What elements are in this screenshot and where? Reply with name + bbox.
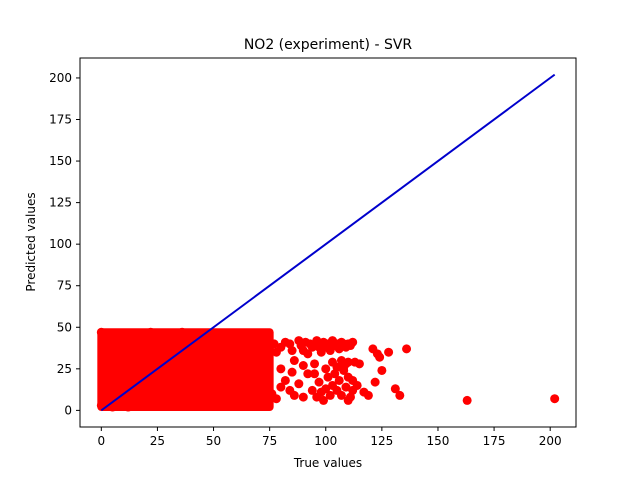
data-point [269,339,279,349]
y-tick-label: 125 [49,196,72,210]
x-tick-label: 175 [483,434,506,448]
data-point [289,356,299,366]
data-point [177,327,187,337]
data-point [370,377,380,387]
data-point [319,395,329,405]
data-point [276,382,286,392]
data-point [343,357,353,367]
data-point [123,402,133,412]
data-point [298,392,308,402]
dense-point-region [97,328,274,412]
y-axis-label: Predicted values [24,192,38,291]
data-point [146,327,156,337]
data-point [336,390,346,400]
x-tick-label: 25 [150,434,165,448]
data-point [352,380,362,390]
data-point [321,364,331,374]
y-tick-label: 50 [57,320,72,334]
data-point [287,367,297,377]
data-point [343,395,353,405]
chart-title: NO2 (experiment) - SVR [244,37,413,53]
data-point [462,395,472,405]
y-tick-label: 75 [57,279,72,293]
x-tick-label: 125 [370,434,393,448]
data-point [348,337,358,347]
data-point [164,399,174,409]
data-point [298,361,308,370]
data-point [363,390,373,400]
data-points [96,327,560,412]
data-point [271,394,281,404]
data-point [310,359,320,369]
data-point [262,400,272,410]
y-tick-label: 100 [49,237,72,251]
data-point [289,390,299,400]
data-point [402,344,412,354]
x-tick-label: 50 [206,434,221,448]
data-point [253,395,263,405]
data-point [96,327,106,337]
data-point [384,347,394,357]
data-point [220,331,230,341]
x-axis-label: True values [293,456,362,470]
x-tick-label: 75 [262,434,277,448]
data-point [354,359,364,369]
data-point [287,346,297,356]
data-point [307,342,317,352]
data-point [377,365,387,375]
x-tick-label: 100 [314,434,337,448]
y-axis-ticks: 0 25 50 75 100 125 150 175 200 [49,71,80,417]
data-point [314,377,324,387]
data-point [303,349,313,359]
data-point [209,397,219,407]
x-axis-ticks: 0 25 50 75 100 125 150 175 200 [98,427,562,448]
data-point [303,369,313,379]
data-point [276,364,286,374]
data-point [294,379,304,389]
data-point [164,329,174,339]
data-point [231,397,241,407]
data-point [141,400,151,410]
data-point [310,369,320,379]
y-tick-label: 200 [49,71,72,85]
data-point [339,365,349,375]
reference-line-layer [100,73,556,412]
data-point [323,372,333,382]
data-point [258,339,268,349]
y-tick-label: 0 [64,403,72,417]
data-point [186,399,196,409]
data-point [341,382,351,392]
data-point [390,384,400,394]
data-point [235,331,245,341]
plot-frame [79,57,577,428]
data-point [321,384,331,394]
x-tick-label: 0 [98,434,106,448]
data-point [307,385,317,395]
data-point [375,352,385,362]
y-tick-label: 25 [57,362,72,376]
data-point [332,362,342,372]
dense-point-cloud [97,328,274,412]
data-point [249,332,259,342]
reference-line [100,73,556,412]
data-point [325,390,335,400]
data-point [103,329,113,339]
x-tick-label: 200 [539,434,562,448]
data-point [334,375,344,385]
y-tick-label: 175 [49,113,72,127]
data-point [280,375,290,385]
data-point [395,390,405,400]
data-point [114,331,124,341]
y-tick-label: 150 [49,154,72,168]
data-point [130,329,140,339]
x-tick-label: 150 [427,434,450,448]
data-point [550,394,560,404]
